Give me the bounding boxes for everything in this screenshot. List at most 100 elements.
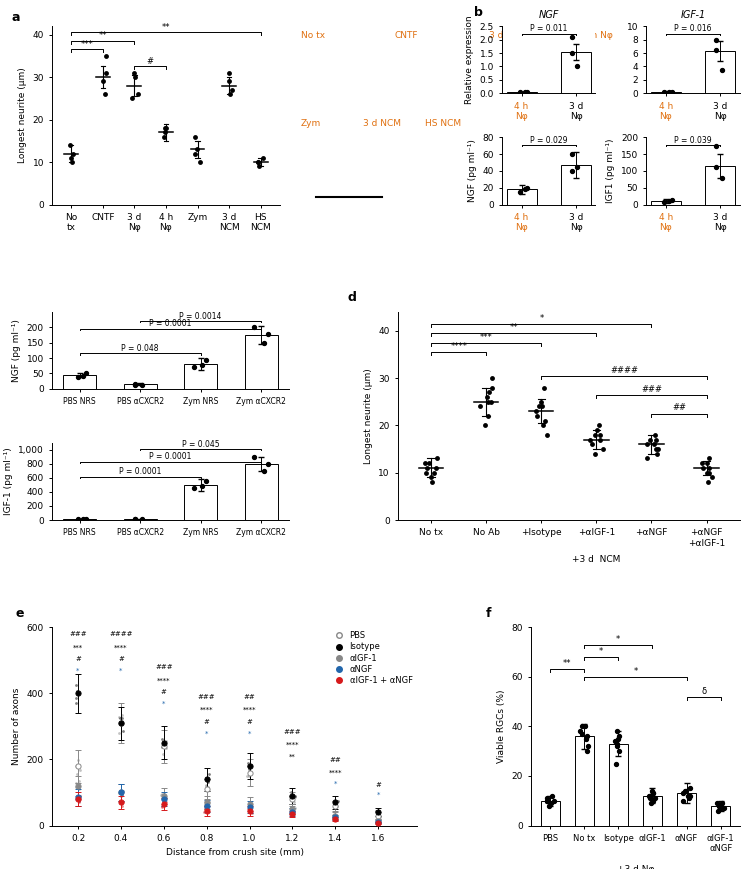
- Point: [328, 810, 340, 824]
- Point: [712, 804, 724, 818]
- Point: [704, 466, 716, 480]
- Point: [115, 789, 127, 803]
- Point: [201, 799, 213, 813]
- Point: [226, 83, 238, 96]
- Point: [202, 780, 214, 794]
- Text: *: *: [120, 667, 123, 673]
- Point: [713, 799, 725, 813]
- Point: [243, 769, 255, 783]
- Point: [243, 760, 255, 774]
- Text: ###: ###: [69, 631, 87, 637]
- Text: #: #: [247, 719, 252, 725]
- Point: [582, 740, 594, 753]
- Point: [243, 799, 255, 813]
- Point: [244, 799, 255, 813]
- Point: [80, 367, 92, 381]
- Point: [157, 747, 169, 761]
- Bar: [575, 736, 594, 826]
- Point: [117, 708, 128, 722]
- Text: P = 0.0001: P = 0.0001: [149, 320, 191, 328]
- Text: ####: ####: [610, 366, 638, 375]
- Point: [158, 793, 170, 806]
- Point: [372, 806, 384, 819]
- Point: [244, 804, 255, 818]
- Text: **: **: [563, 660, 571, 668]
- Point: [158, 793, 170, 806]
- Point: [116, 711, 128, 725]
- Point: [329, 793, 341, 807]
- Point: [129, 70, 141, 84]
- Bar: [541, 800, 560, 826]
- Point: [371, 814, 382, 828]
- Point: [514, 85, 526, 99]
- Point: [371, 804, 383, 818]
- Point: [70, 759, 82, 773]
- Point: [72, 513, 84, 527]
- Point: [158, 734, 170, 748]
- Point: [199, 802, 211, 816]
- Point: [329, 810, 341, 824]
- Point: [72, 779, 84, 793]
- Y-axis label: IGF-1 (pg ml⁻¹): IGF-1 (pg ml⁻¹): [4, 448, 13, 515]
- Point: [113, 710, 125, 724]
- Point: [613, 744, 624, 758]
- Point: [537, 418, 549, 432]
- Bar: [244, 464, 278, 520]
- Point: [196, 358, 208, 372]
- Point: [199, 799, 211, 813]
- Point: [372, 805, 384, 819]
- Point: [115, 716, 127, 730]
- Point: [158, 789, 170, 803]
- Point: [371, 814, 382, 828]
- Point: [288, 807, 300, 821]
- Point: [288, 789, 300, 803]
- Point: [262, 457, 274, 471]
- Point: [117, 724, 129, 738]
- Point: [533, 400, 545, 414]
- Point: [586, 437, 598, 451]
- Point: [117, 796, 128, 810]
- Point: [642, 789, 654, 803]
- Text: P = 0.029: P = 0.029: [530, 136, 568, 144]
- Text: ****: ****: [114, 645, 128, 650]
- Y-axis label: NGF (pg ml⁻¹): NGF (pg ml⁻¹): [12, 319, 21, 381]
- Point: [592, 418, 604, 432]
- Point: [610, 740, 622, 753]
- Point: [285, 785, 297, 799]
- Point: [66, 155, 78, 169]
- Bar: [643, 796, 662, 826]
- Point: [244, 803, 256, 817]
- Text: *: *: [376, 792, 379, 798]
- Point: [115, 795, 127, 809]
- Point: [610, 737, 622, 751]
- Point: [100, 66, 112, 80]
- Point: [66, 147, 78, 161]
- Point: [288, 802, 300, 816]
- Bar: [609, 744, 627, 826]
- Point: [374, 813, 385, 827]
- Text: HS NCM: HS NCM: [425, 119, 461, 128]
- Point: [581, 744, 593, 758]
- Bar: [184, 485, 217, 520]
- Point: [244, 797, 255, 811]
- Text: P = 0.011: P = 0.011: [530, 24, 568, 34]
- Point: [711, 796, 723, 810]
- Text: *: *: [76, 667, 80, 673]
- Text: ###: ###: [155, 664, 173, 670]
- Point: [100, 49, 112, 63]
- Point: [371, 814, 383, 828]
- Point: [373, 807, 385, 821]
- Point: [426, 475, 438, 489]
- Point: [244, 796, 255, 810]
- Y-axis label: Longest neurite (μm): Longest neurite (μm): [364, 368, 373, 464]
- Point: [543, 799, 555, 813]
- Text: ##: ##: [672, 403, 686, 413]
- Point: [483, 395, 495, 408]
- Point: [663, 85, 675, 99]
- Text: ###: ###: [641, 385, 662, 394]
- Bar: [561, 51, 591, 93]
- Point: [189, 147, 201, 161]
- Point: [72, 760, 84, 773]
- Point: [288, 790, 300, 804]
- Point: [701, 466, 713, 480]
